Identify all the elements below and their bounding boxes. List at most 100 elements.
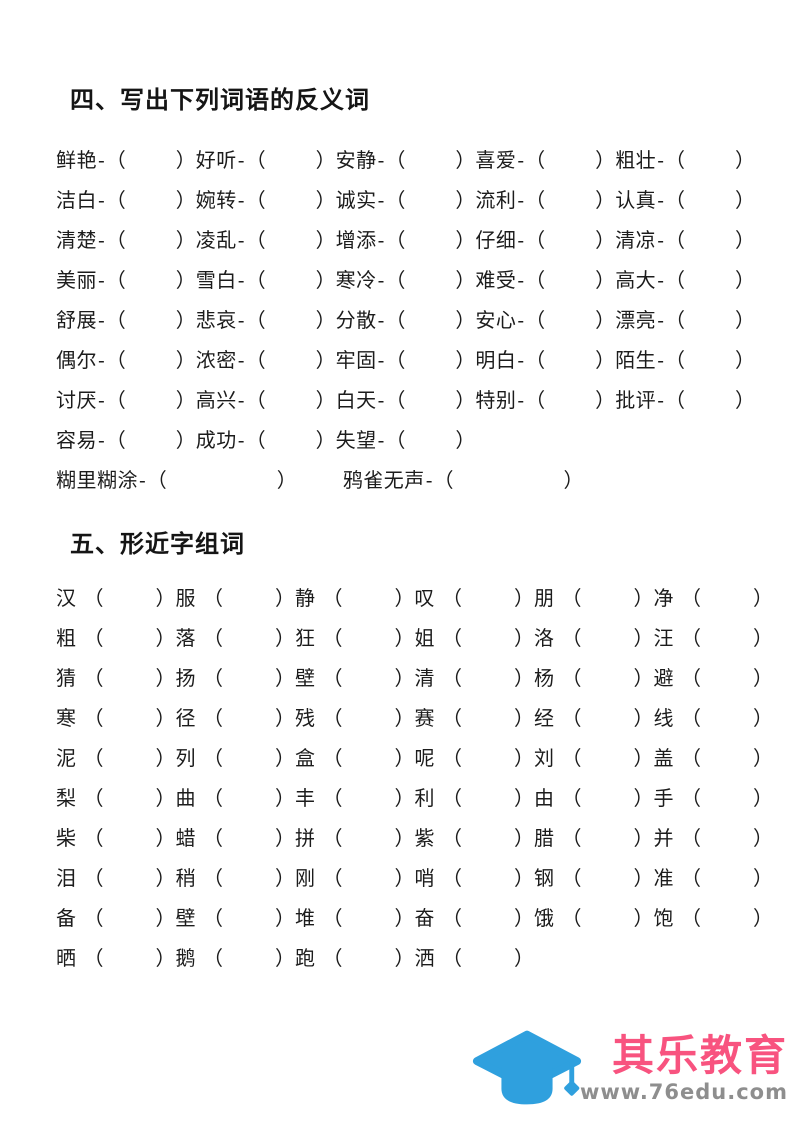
paren-open: （ bbox=[322, 626, 343, 650]
paren-close: ） bbox=[753, 786, 773, 810]
paren-close: ） bbox=[315, 148, 336, 172]
similar-char-item: 蜡 （ ） bbox=[176, 818, 296, 858]
paren-close: ） bbox=[455, 268, 476, 292]
word-text: 并 bbox=[653, 826, 674, 850]
word-text: 狂 bbox=[295, 626, 316, 650]
word-text: 高兴 bbox=[195, 388, 237, 412]
paren-close: ） bbox=[753, 906, 773, 930]
paren-open: （ bbox=[83, 666, 104, 690]
antonym-item: 认真-（ ） bbox=[615, 180, 755, 220]
word-text: 诚实 bbox=[335, 188, 377, 212]
paren-open: （ bbox=[385, 308, 406, 332]
word-text: 鸦雀无声 bbox=[342, 468, 425, 492]
word-text: 饱 bbox=[653, 906, 674, 930]
paren-open: （ bbox=[245, 428, 266, 452]
paren-open: （ bbox=[245, 228, 266, 252]
paren-open: （ bbox=[442, 746, 462, 770]
paren-open: （ bbox=[681, 826, 701, 850]
dash-separator: - bbox=[517, 148, 525, 172]
antonym-item: 讨厌-（ ） bbox=[56, 380, 196, 420]
word-text: 高大 bbox=[615, 268, 657, 292]
similar-char-item: 清 （ ） bbox=[415, 658, 535, 698]
paren-close: ） bbox=[394, 706, 415, 730]
similar-char-item: 哨 （ ） bbox=[415, 858, 535, 898]
paren-open: （ bbox=[525, 348, 546, 372]
paren-close: ） bbox=[455, 188, 476, 212]
section-antonyms-title: 四、写出下列词语的反义词 bbox=[70, 86, 370, 114]
word-text: 雪白 bbox=[195, 268, 237, 292]
paren-open: （ bbox=[245, 388, 266, 412]
antonym-item: 安心-（ ） bbox=[475, 300, 615, 340]
word-text: 婉转 bbox=[195, 188, 237, 212]
paren-close: ） bbox=[155, 626, 176, 650]
dash-separator: - bbox=[237, 428, 245, 452]
paren-open: （ bbox=[245, 268, 266, 292]
word-text: 容易 bbox=[56, 428, 97, 452]
paren-open: （ bbox=[322, 946, 343, 970]
word-text: 线 bbox=[653, 706, 674, 730]
paren-open: （ bbox=[442, 946, 462, 970]
dash-separator: - bbox=[237, 348, 245, 372]
paren-open: （ bbox=[385, 228, 406, 252]
paren-close: ） bbox=[275, 746, 295, 770]
paren-close: ） bbox=[753, 706, 773, 730]
paren-close: ） bbox=[175, 268, 196, 292]
word-text: 赛 bbox=[414, 706, 435, 730]
paren-close: ） bbox=[455, 148, 476, 172]
paren-close: ） bbox=[514, 946, 534, 970]
paren-open: （ bbox=[322, 826, 343, 850]
word-text: 饿 bbox=[534, 906, 555, 930]
paren-open: （ bbox=[442, 666, 462, 690]
word-text: 分散 bbox=[335, 308, 377, 332]
paren-open: （ bbox=[105, 188, 126, 212]
word-text: 鲜艳 bbox=[56, 148, 97, 172]
word-text: 成功 bbox=[195, 428, 237, 452]
similar-char-item: 刘（ ） bbox=[534, 738, 654, 778]
paren-close: ） bbox=[155, 826, 176, 850]
website-url: www.76edu.com bbox=[579, 1079, 788, 1104]
paren-close: ） bbox=[514, 746, 534, 770]
dash-separator: - bbox=[377, 268, 385, 292]
similar-char-item: 列 （ ） bbox=[176, 738, 296, 778]
paren-open: （ bbox=[525, 268, 546, 292]
antonym-item: 清楚-（ ） bbox=[56, 220, 196, 260]
word-text: 流利 bbox=[475, 188, 517, 212]
paren-close: ） bbox=[315, 388, 336, 412]
paren-close: ） bbox=[595, 388, 616, 412]
worksheet-row: 泪（）稍（）刚（）哨（）钢（）准（） bbox=[56, 858, 773, 898]
antonym-item: 成功-（ ） bbox=[196, 420, 336, 460]
paren-open: （ bbox=[105, 228, 126, 252]
paren-close: ） bbox=[155, 906, 176, 930]
worksheet-row: 鲜艳-（）好听-（）安静-（）喜爱-（）粗壮-（） bbox=[56, 140, 755, 180]
paren-open: （ bbox=[105, 148, 126, 172]
paren-open: （ bbox=[525, 188, 546, 212]
paren-close: ） bbox=[514, 586, 534, 610]
antonym-item: 诚实-（ ） bbox=[336, 180, 476, 220]
worksheet-row: 容易-（）成功-（）失望-（） bbox=[56, 420, 755, 460]
word-text: 晒 bbox=[56, 946, 77, 970]
word-text: 漂亮 bbox=[615, 308, 657, 332]
paren-open: （ bbox=[203, 786, 223, 810]
antonym-item: 安静-（ ） bbox=[336, 140, 476, 180]
word-text: 失望 bbox=[335, 428, 377, 452]
word-text: 紫 bbox=[414, 826, 435, 850]
similar-char-item: 饿（ ） bbox=[534, 898, 654, 938]
word-text: 备 bbox=[56, 906, 77, 930]
worksheet-row: 洁白-（）婉转-（）诚实-（）流利-（）认真-（） bbox=[56, 180, 755, 220]
paren-open: （ bbox=[681, 906, 701, 930]
paren-close: ） bbox=[155, 946, 176, 970]
similar-char-item: 残（ ） bbox=[295, 698, 415, 738]
paren-open: （ bbox=[83, 946, 104, 970]
word-text: 清凉 bbox=[615, 228, 657, 252]
paren-close: ） bbox=[175, 388, 196, 412]
paren-close: ） bbox=[175, 188, 196, 212]
paren-close: ） bbox=[275, 626, 295, 650]
word-text: 呢 bbox=[414, 746, 435, 770]
paren-close: ） bbox=[595, 348, 616, 372]
word-text: 刘 bbox=[534, 746, 555, 770]
paren-open: （ bbox=[525, 148, 546, 172]
paren-open: （ bbox=[322, 866, 343, 890]
paren-open: （ bbox=[385, 188, 406, 212]
dash-separator: - bbox=[98, 388, 105, 412]
paren-close: ） bbox=[455, 428, 476, 452]
